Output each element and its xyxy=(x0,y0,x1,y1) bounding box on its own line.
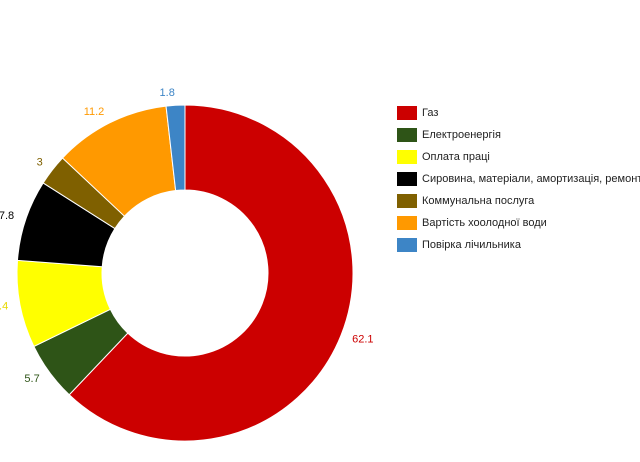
legend-label: Повірка лічильника xyxy=(422,239,522,251)
donut-slice xyxy=(68,104,354,442)
legend-label: Оплата праці xyxy=(422,151,490,163)
legend-label: Сировина, матеріали, амортизація, ремонт xyxy=(422,173,640,185)
legend-swatch xyxy=(397,172,417,186)
legend-swatch xyxy=(397,238,417,252)
legend-swatch xyxy=(397,128,417,142)
legend-label: Електроенергія xyxy=(422,129,501,141)
data-label: 62.1 xyxy=(352,334,373,346)
data-label: 8.4 xyxy=(0,301,8,313)
legend-swatch xyxy=(397,150,417,164)
data-label: 7.8 xyxy=(0,210,14,222)
data-label: 3 xyxy=(37,157,43,169)
legend-label: Коммунальна послуга xyxy=(422,195,535,207)
legend-swatch xyxy=(397,194,417,208)
data-label: 11.2 xyxy=(84,106,105,118)
legend-label: Вартість хоолодної води xyxy=(422,217,547,229)
data-label: 5.7 xyxy=(24,373,39,385)
donut-slice xyxy=(165,104,186,192)
legend-label: Газ xyxy=(422,107,438,119)
legend-swatch xyxy=(397,106,417,120)
data-label: 1.8 xyxy=(160,87,175,99)
legend-swatch xyxy=(397,216,417,230)
